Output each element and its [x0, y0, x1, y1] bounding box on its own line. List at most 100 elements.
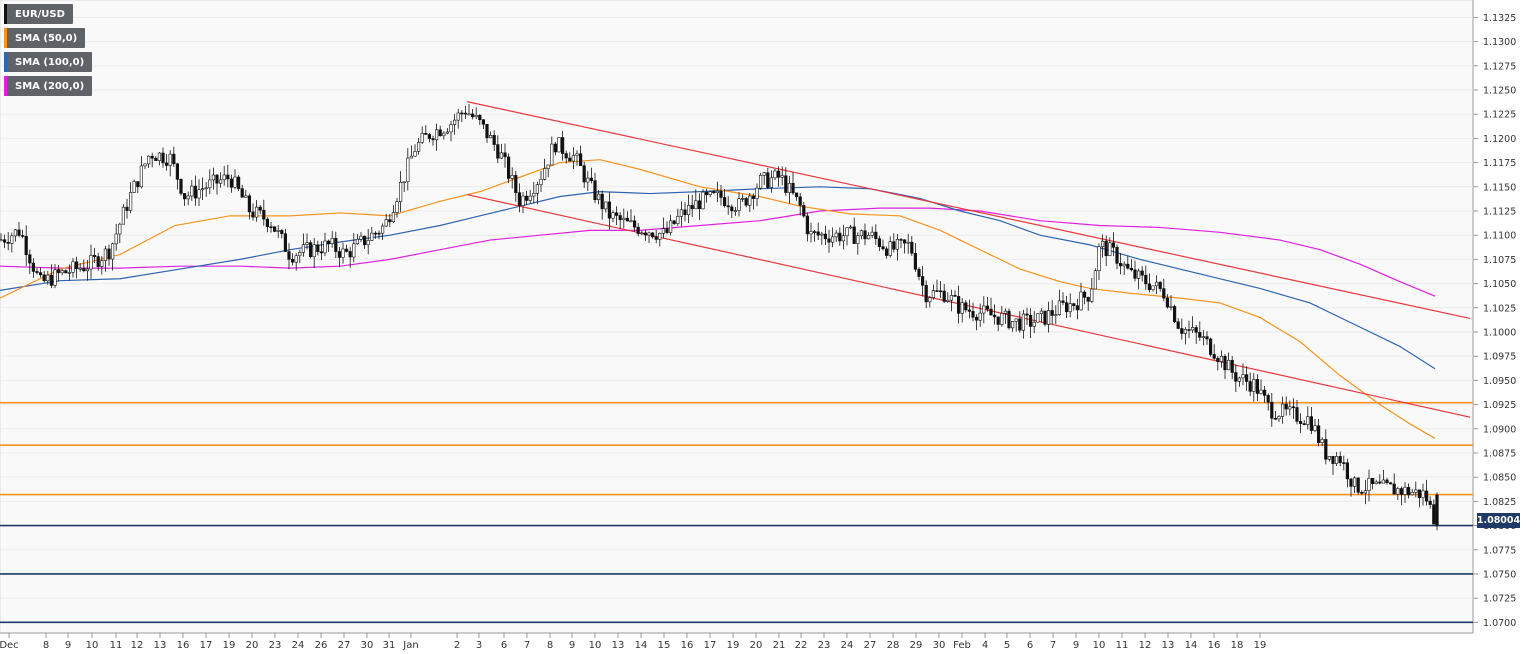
y-tick-label: 1.1300	[1483, 37, 1516, 48]
candle-bearish	[283, 233, 288, 252]
candle-bearish	[784, 175, 788, 193]
candle-bearish	[1255, 379, 1259, 394]
candle-bullish	[233, 176, 237, 188]
candle-bearish	[1050, 310, 1054, 316]
x-tick-label: 29	[910, 640, 923, 651]
candle-bearish	[712, 191, 716, 194]
candle-bearish	[237, 176, 241, 189]
x-tick-label: 16	[177, 640, 190, 651]
candle-bullish	[748, 195, 752, 206]
candle-bullish	[1410, 492, 1414, 496]
candle-bullish	[53, 269, 57, 286]
candle-bearish	[614, 212, 619, 216]
candle-bullish	[686, 204, 691, 216]
candle-bullish	[575, 153, 579, 156]
candle-bullish	[866, 235, 871, 240]
legend-eurusd[interactable]: EUR/USD	[4, 4, 73, 24]
x-tick-label: 21	[773, 640, 786, 651]
candle-bullish	[521, 195, 525, 206]
candle-bullish	[658, 233, 662, 240]
candle-bullish	[931, 290, 935, 298]
candle-bearish	[672, 220, 676, 224]
candle-bearish	[64, 270, 68, 274]
candle-bullish	[848, 226, 853, 229]
candle-bearish	[470, 113, 475, 118]
legend-swatch	[4, 4, 7, 24]
candle-bearish	[290, 259, 295, 263]
candle-bullish	[596, 193, 601, 201]
y-tick-label: 1.1250	[1483, 86, 1516, 97]
candle-bearish	[1133, 269, 1137, 279]
x-tick-label: 26	[315, 640, 328, 651]
candle-bearish	[1129, 267, 1133, 271]
candle-bearish	[935, 290, 939, 292]
candle-bullish	[442, 132, 446, 137]
candle-bearish	[1360, 492, 1364, 494]
candle-bearish	[308, 242, 313, 258]
candle-bearish	[1173, 306, 1177, 323]
legend-sma50[interactable]: SMA (50,0)	[4, 28, 86, 48]
candle-bullish	[571, 155, 575, 162]
x-tick-label: 13	[612, 640, 625, 651]
x-tick-label: 8	[547, 640, 553, 651]
candle-bearish	[600, 193, 604, 210]
candle-bearish	[1338, 456, 1342, 463]
y-tick-label: 1.0750	[1483, 569, 1516, 580]
candle-bearish	[899, 239, 903, 241]
candle-bearish	[316, 244, 320, 253]
candle-bullish	[1079, 291, 1083, 311]
candle-bearish	[683, 209, 687, 216]
candle-bearish	[427, 134, 432, 139]
candle-bullish	[1259, 389, 1263, 394]
y-tick-label: 1.0850	[1483, 473, 1516, 484]
candle-bearish	[1029, 314, 1033, 327]
candle-bullish	[550, 143, 554, 166]
candle-bearish	[136, 181, 140, 188]
candle-bullish	[10, 235, 14, 244]
candle-bearish	[974, 316, 979, 321]
candle-bearish	[1342, 462, 1346, 464]
y-tick-label: 1.0775	[1483, 545, 1516, 556]
candle-bearish	[913, 252, 917, 270]
candle-bearish	[719, 190, 723, 198]
candle-bullish	[0, 239, 3, 242]
candle-bullish	[762, 172, 766, 176]
candle-bearish	[56, 269, 61, 274]
legend-sma200[interactable]: SMA (200,0)	[4, 76, 93, 96]
candle-bullish	[294, 255, 298, 263]
candle-bearish	[272, 226, 277, 232]
candle-bearish	[251, 211, 255, 218]
legend-sma100[interactable]: SMA (100,0)	[4, 52, 93, 72]
x-tick-label: 6	[1027, 640, 1033, 651]
candle-bullish	[1313, 425, 1317, 431]
candle-bullish	[208, 179, 212, 189]
x-tick-label: 31	[383, 640, 396, 651]
candle-bearish	[377, 232, 381, 235]
sma-100-line	[0, 186, 1436, 370]
candle-bearish	[1162, 288, 1166, 299]
x-tick-label: 7	[1050, 640, 1056, 651]
candle-bearish	[229, 178, 234, 188]
candle-bullish	[733, 210, 737, 212]
candle-bearish	[827, 238, 831, 243]
candle-bearish	[506, 156, 511, 179]
y-tick-label: 1.1025	[1483, 303, 1516, 314]
candle-bullish	[949, 295, 953, 301]
candle-bullish	[190, 185, 194, 197]
candle-bullish	[982, 305, 986, 314]
candle-bearish	[362, 235, 367, 246]
candle-bearish	[643, 232, 647, 236]
candle-bearish	[910, 241, 914, 254]
candle-bearish	[953, 295, 957, 297]
candle-bullish	[780, 175, 784, 178]
candle-bullish	[416, 142, 421, 152]
x-tick-label: 30	[361, 640, 374, 651]
candle-bearish	[985, 305, 989, 310]
legend-swatch	[4, 52, 7, 72]
candle-bearish	[183, 193, 187, 200]
candle-bearish	[751, 195, 755, 199]
x-tick-label: 14	[635, 640, 648, 651]
candle-bearish	[877, 238, 881, 247]
candle-bearish	[93, 255, 97, 257]
